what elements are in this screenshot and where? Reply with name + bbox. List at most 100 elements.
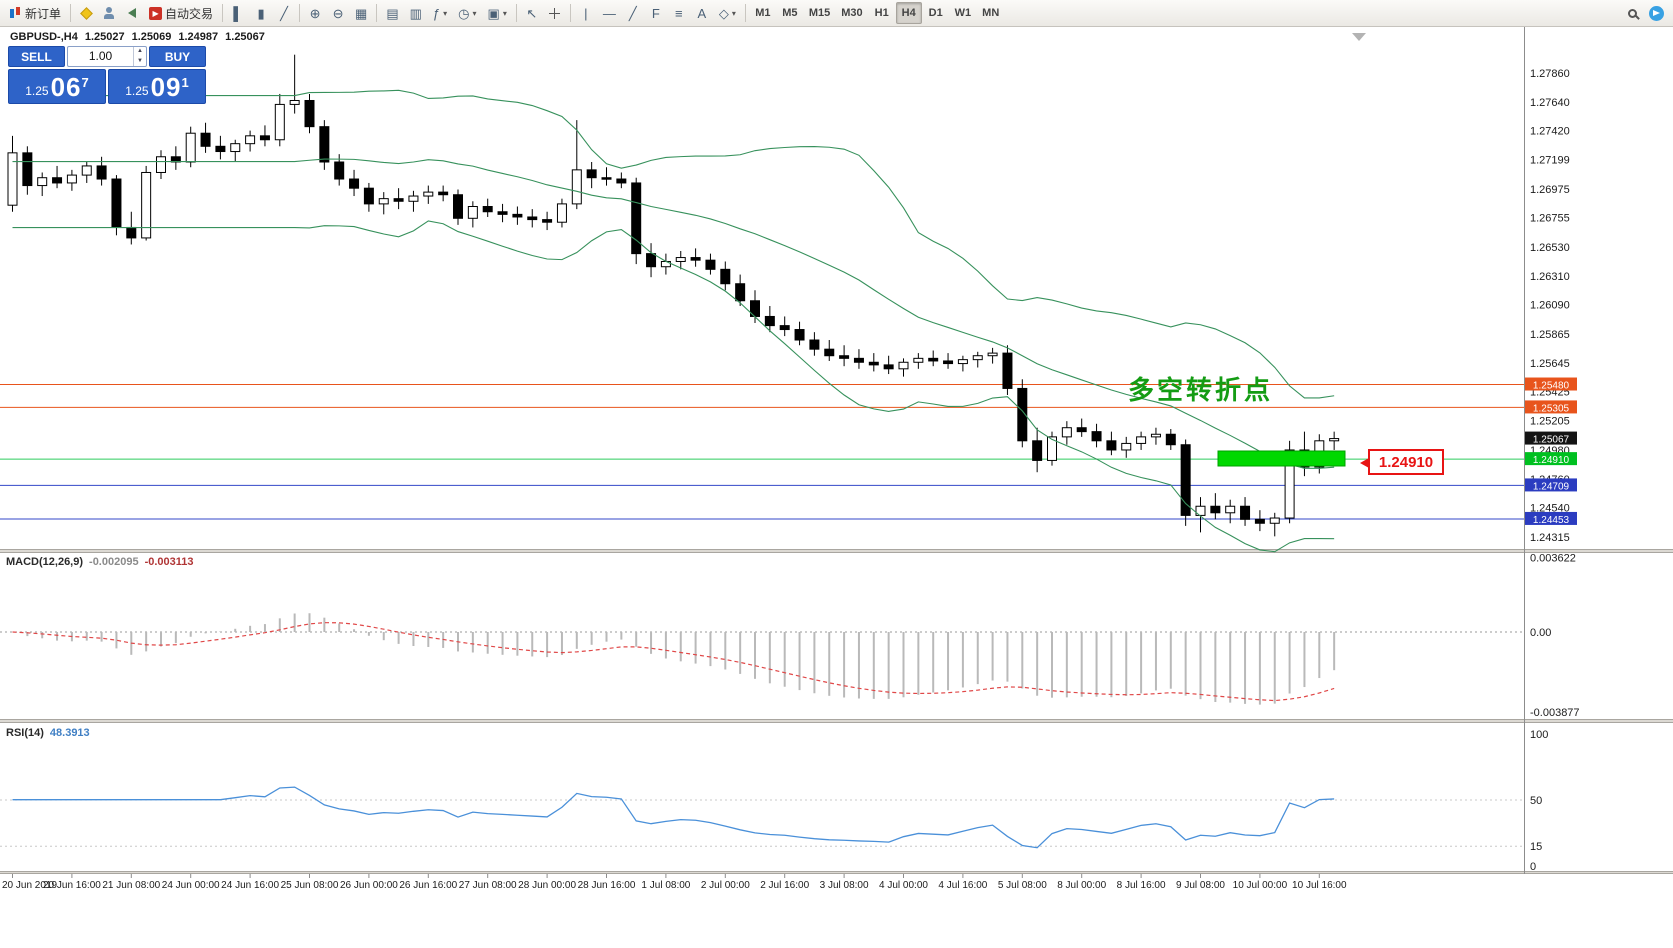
chevron-down-icon: ▾	[472, 8, 477, 18]
buy-price-base: 1.25	[125, 84, 149, 98]
timeframe-m1-button[interactable]: M1	[755, 7, 771, 19]
grid-button[interactable]: ▦	[350, 2, 372, 24]
highlight-zone-rect[interactable]	[1217, 450, 1346, 467]
time-tick-label: 28 Jun 00:00	[518, 880, 576, 891]
indicators-button[interactable]: ƒ ▾	[428, 2, 452, 24]
chevron-down-icon: ▾	[443, 8, 448, 18]
pane-splitter[interactable]	[0, 719, 1673, 723]
profile-button[interactable]	[98, 2, 120, 24]
text-label-button[interactable]: A	[691, 2, 713, 24]
sell-button[interactable]: SELL	[8, 46, 65, 67]
price-level-badge: 1.24453	[1525, 511, 1577, 526]
channel-button[interactable]: ≡	[668, 2, 690, 24]
ohlc-close: 1.25067	[225, 31, 265, 43]
symbol-title: GBPUSD-,H4	[10, 31, 78, 43]
macd-tick-label: 0.00	[1530, 627, 1551, 639]
volume-input[interactable]: 1.00 ▲ ▼	[67, 46, 147, 67]
macd-signal-line	[12, 622, 1335, 702]
pane-splitter[interactable]	[0, 871, 1673, 874]
toolbar-separator	[222, 4, 224, 22]
candlestick-series	[7, 54, 1340, 537]
price-tick-label: 1.27640	[1530, 97, 1570, 109]
fibonacci-button[interactable]: F	[645, 2, 667, 24]
svg-text:1.24910: 1.24910	[1533, 455, 1570, 466]
autotrading-label: 自动交易	[165, 6, 214, 21]
price-tick-label: 1.24540	[1530, 503, 1570, 515]
time-tick-label: 20 Jun 2019	[2, 880, 57, 891]
stepper-down-icon[interactable]: ▼	[137, 57, 143, 64]
stepper-up-icon[interactable]: ▲	[137, 48, 143, 54]
timeframe-w1-button[interactable]: W1	[954, 7, 972, 19]
annotation-text[interactable]: 多空转折点	[1128, 375, 1274, 405]
sell-price[interactable]: 1.25 06 7	[8, 69, 106, 104]
chevron-down-icon: ▾	[502, 8, 507, 18]
time-tick-label: 3 Jul 08:00	[820, 880, 869, 891]
price-axis[interactable]: 1.27860 1.27640 1.27420 1.27199 1.26975 1.267…	[1525, 68, 1580, 873]
periods-button[interactable]: ◷ ▾	[453, 2, 481, 24]
price-callout-label[interactable]: 1.24910	[1360, 449, 1444, 475]
pane-splitter[interactable]	[0, 549, 1673, 553]
macd-tick-label: 0.003622	[1530, 552, 1576, 564]
macd-signal-value: -0.003113	[144, 556, 194, 568]
timeframe-mn-button[interactable]: MN	[982, 7, 1000, 19]
time-tick-label: 5 Jul 08:00	[998, 880, 1047, 891]
horizontal-line-icon: —	[602, 5, 616, 21]
clock-icon: ◷	[458, 5, 470, 21]
buy-price[interactable]: 1.25 09 1	[108, 69, 206, 104]
price-tick-label: 1.25865	[1530, 329, 1570, 341]
templates-button[interactable]: ▣ ▾	[483, 2, 512, 24]
time-tick-label: 10 Jul 16:00	[1292, 880, 1347, 891]
search-button[interactable]	[1621, 2, 1643, 24]
toolbar-separator	[744, 4, 746, 22]
zoom-in-button[interactable]: ⊕	[304, 2, 326, 24]
time-tick-label: 8 Jul 00:00	[1057, 880, 1106, 891]
text-icon: A	[697, 5, 707, 21]
candlestick-chart-button[interactable]: ▮	[250, 2, 272, 24]
toolbar-separator	[569, 4, 571, 22]
line-chart-button[interactable]: ╱	[273, 2, 295, 24]
bar-chart-icon: ▌	[233, 5, 243, 21]
buy-button[interactable]: BUY	[149, 46, 206, 67]
bar-chart-button[interactable]: ▌	[227, 2, 249, 24]
time-tick-label: 25 Jun 08:00	[281, 880, 339, 891]
timeframe-m15-button[interactable]: M15	[808, 7, 831, 19]
alerts-button[interactable]	[121, 2, 143, 24]
autotrading-button[interactable]: ▶ 自动交易	[144, 2, 218, 24]
channel-icon: ≡	[675, 5, 683, 21]
time-tick-label: 10 Jul 00:00	[1233, 880, 1288, 891]
zoom-out-button[interactable]: ⊖	[327, 2, 349, 24]
cascade-windows-button[interactable]: ▥	[405, 2, 427, 24]
price-level-badge: 1.24709	[1525, 478, 1577, 492]
community-button[interactable]	[1644, 2, 1669, 24]
timeframe-m5-button[interactable]: M5	[782, 7, 798, 19]
price-tick-label: 1.27199	[1530, 155, 1570, 167]
time-tick-label: 4 Jul 16:00	[938, 880, 987, 891]
metaeditor-button[interactable]	[75, 2, 97, 24]
vertical-line-button[interactable]: |	[575, 2, 597, 24]
timeframe-h4-button[interactable]: H4	[895, 2, 922, 24]
timeframe-h1-button[interactable]: H1	[874, 7, 889, 19]
cursor-button[interactable]: ↖	[521, 2, 543, 24]
volume-stepper: ▲ ▼	[133, 47, 146, 66]
new-order-button[interactable]: 新订单	[4, 2, 66, 24]
trendline-button[interactable]: ╱	[622, 2, 644, 24]
crosshair-icon	[549, 7, 561, 19]
timeframe-d1-button[interactable]: D1	[928, 7, 943, 19]
zoom-out-icon: ⊖	[332, 5, 344, 21]
arrows-button[interactable]: ◇ ▾	[714, 2, 741, 24]
timeframe-m30-button[interactable]: M30	[841, 7, 863, 19]
crosshair-button[interactable]	[544, 2, 566, 24]
horizontal-line-button[interactable]: —	[598, 2, 621, 24]
price-tick-label: 1.25205	[1530, 416, 1570, 428]
toolbar-separator	[299, 4, 301, 22]
toolbar-separator	[376, 4, 378, 22]
zoom-in-icon: ⊕	[309, 5, 321, 21]
tile-windows-button[interactable]: ▤	[381, 2, 403, 24]
time-tick-label: 2 Jul 00:00	[701, 880, 750, 891]
chart-shift-marker[interactable]	[1352, 33, 1366, 41]
buy-price-point: 1	[181, 75, 189, 90]
price-tick-label: 1.26975	[1530, 184, 1570, 196]
rsi-value: 48.3913	[49, 727, 90, 739]
